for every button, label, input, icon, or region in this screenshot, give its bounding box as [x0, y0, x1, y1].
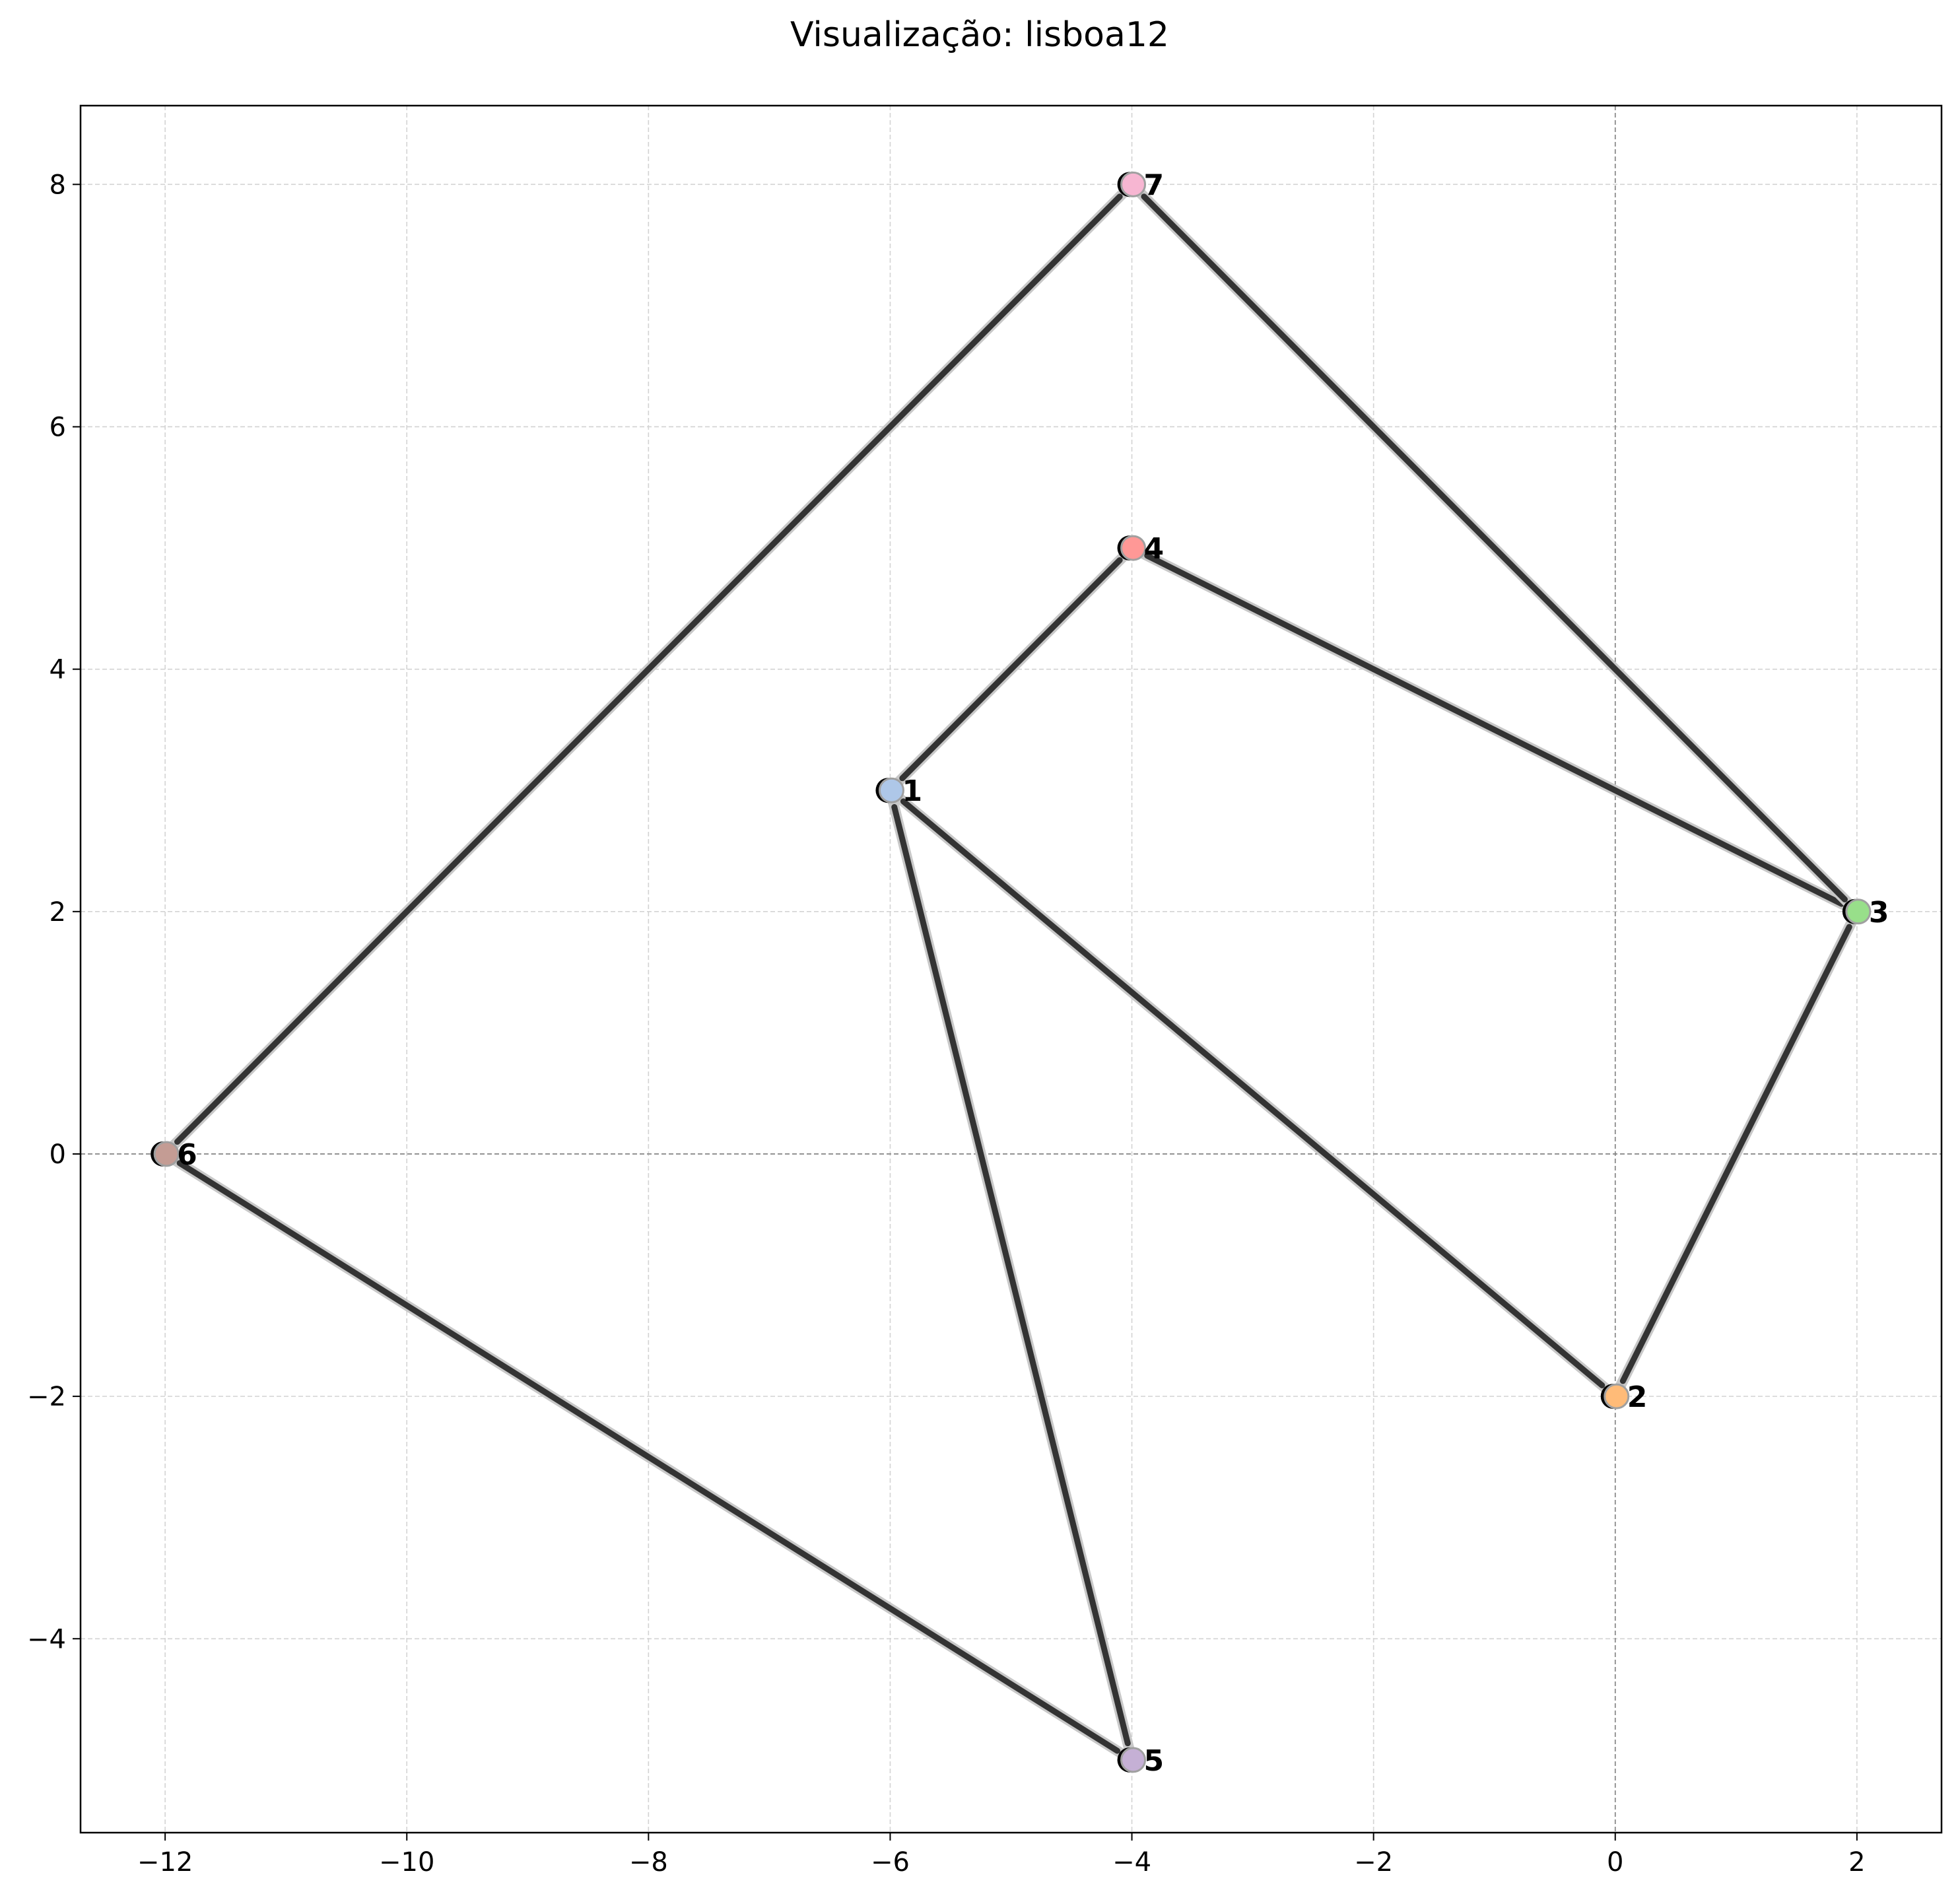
x-tick-label: −4: [1112, 1847, 1151, 1878]
y-tick-label: 8: [50, 170, 66, 200]
grid: [81, 106, 1942, 1833]
node-point: [878, 777, 904, 803]
x-tick-label: 2: [1848, 1847, 1865, 1878]
y-tick-label: 6: [50, 412, 66, 442]
node-point: [1120, 535, 1147, 561]
edge-line: [1141, 193, 1848, 902]
node-point: [153, 1141, 180, 1167]
x-tick-label: −8: [629, 1847, 668, 1878]
node-label: 5: [1144, 1744, 1165, 1778]
edges: [160, 179, 1862, 1765]
x-tick-label: −10: [379, 1847, 434, 1878]
x-tick-label: −12: [137, 1847, 193, 1878]
chart-title: Visualização: lisboa12: [790, 15, 1169, 55]
x-axis-ticks: −12 −10 −8 −6 −4 −2 0 2: [137, 1833, 1866, 1878]
nodes: [151, 171, 1872, 1773]
y-tick-label: 0: [50, 1139, 66, 1170]
edge-line: [1144, 553, 1845, 907]
x-tick-label: −6: [871, 1847, 910, 1878]
y-tick-label: 4: [50, 655, 66, 685]
x-tick-label: 0: [1607, 1847, 1623, 1878]
node-label: 2: [1627, 1380, 1648, 1414]
node-label: 3: [1869, 896, 1889, 930]
node-label: 1: [902, 774, 922, 808]
node-label: 4: [1144, 532, 1165, 566]
edge-line: [900, 798, 1605, 1388]
edge-line: [899, 557, 1123, 782]
edge-line: [1619, 924, 1852, 1384]
node-point: [1120, 1747, 1147, 1773]
node-labels: 1 2 3 4 5 6 7: [177, 168, 1889, 1778]
reference-lines: [81, 106, 1942, 1833]
node-label: 7: [1144, 168, 1165, 202]
node-point: [1604, 1383, 1630, 1409]
y-tick-label: −4: [27, 1624, 66, 1654]
x-tick-label: −2: [1354, 1847, 1393, 1878]
plot-frame: [79, 104, 1943, 1834]
edge-line: [891, 803, 1131, 1747]
y-axis-ticks: −4 −2 0 2 4 6 8: [27, 170, 81, 1654]
y-tick-label: −2: [27, 1382, 66, 1412]
y-tick-label: 2: [50, 897, 66, 928]
node-label: 6: [177, 1138, 197, 1172]
node-point: [1845, 898, 1872, 925]
edge-line: [176, 1160, 1121, 1754]
edge-line: [174, 193, 1123, 1145]
node-point: [1120, 171, 1147, 197]
